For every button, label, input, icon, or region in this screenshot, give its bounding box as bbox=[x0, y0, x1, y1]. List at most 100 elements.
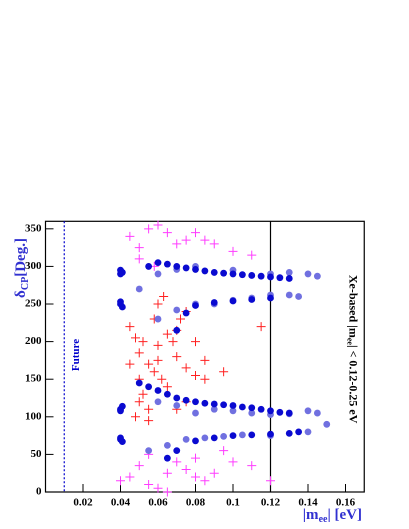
point bbox=[173, 402, 181, 409]
cross-point bbox=[153, 355, 163, 365]
point bbox=[313, 409, 321, 417]
cross-point bbox=[191, 472, 200, 482]
cross-point bbox=[228, 246, 238, 256]
cross-point bbox=[144, 404, 154, 414]
point bbox=[154, 387, 162, 394]
point bbox=[182, 309, 190, 317]
point bbox=[117, 407, 124, 415]
point bbox=[145, 383, 153, 391]
point bbox=[192, 302, 199, 309]
cross-point bbox=[200, 374, 210, 384]
cross-point bbox=[144, 479, 154, 489]
point bbox=[220, 432, 228, 440]
cross-point bbox=[191, 453, 200, 463]
point bbox=[267, 294, 274, 302]
cross-point bbox=[162, 228, 172, 238]
point bbox=[295, 293, 303, 300]
cross-point bbox=[162, 487, 172, 497]
point bbox=[210, 434, 218, 442]
x-tick-label: 0.14 bbox=[298, 497, 318, 509]
y-label-unit: [Deg.] bbox=[13, 238, 29, 277]
cross-point bbox=[125, 359, 135, 369]
cross-point bbox=[153, 483, 163, 493]
cross-point bbox=[125, 472, 135, 482]
point bbox=[182, 396, 190, 404]
cross-point bbox=[191, 228, 200, 238]
point bbox=[163, 454, 171, 462]
point bbox=[145, 263, 153, 270]
cross-point bbox=[134, 243, 144, 253]
cross-point bbox=[219, 367, 229, 377]
cross-point bbox=[162, 329, 172, 339]
y-tick-label: 300 bbox=[25, 260, 42, 272]
x-tick-label: 0.1 bbox=[226, 497, 240, 509]
point bbox=[118, 269, 126, 276]
cross-point bbox=[134, 348, 144, 358]
point bbox=[163, 390, 171, 398]
point bbox=[285, 269, 293, 276]
point bbox=[238, 431, 246, 439]
y-tick-label: 100 bbox=[25, 410, 42, 422]
cross-point bbox=[131, 412, 140, 422]
point bbox=[257, 405, 265, 413]
point bbox=[210, 299, 218, 306]
point bbox=[276, 274, 284, 282]
cross-point bbox=[172, 352, 182, 362]
cross-point bbox=[181, 464, 191, 474]
point bbox=[285, 429, 293, 437]
point bbox=[313, 272, 321, 280]
cross-point bbox=[176, 314, 185, 324]
cross-point bbox=[159, 291, 169, 301]
y-tick-label: 200 bbox=[25, 335, 42, 347]
cross-point bbox=[247, 250, 257, 260]
cross-point bbox=[134, 254, 144, 264]
cross-point bbox=[247, 461, 257, 471]
point bbox=[248, 296, 256, 303]
point bbox=[276, 408, 284, 416]
point bbox=[285, 275, 293, 282]
y-tick-label: 250 bbox=[25, 298, 42, 310]
point bbox=[238, 403, 246, 411]
point bbox=[173, 263, 181, 270]
x-label-unit: | [eV] bbox=[327, 507, 362, 523]
point bbox=[201, 267, 209, 275]
cross-point bbox=[134, 461, 144, 471]
point bbox=[154, 259, 162, 267]
cross-point bbox=[200, 476, 210, 486]
point bbox=[267, 407, 274, 415]
y-tick-label: 50 bbox=[31, 448, 43, 460]
point bbox=[182, 435, 190, 443]
point bbox=[210, 405, 218, 413]
x-axis-label: |mee| [eV] bbox=[303, 507, 362, 525]
cross-point bbox=[162, 468, 172, 478]
cross-point bbox=[181, 235, 191, 245]
x-label-prefix: |m bbox=[303, 507, 319, 523]
cross-point bbox=[138, 337, 148, 347]
point bbox=[295, 428, 303, 436]
point bbox=[267, 273, 274, 281]
cross-point bbox=[157, 374, 167, 384]
point bbox=[229, 402, 237, 409]
cross-point bbox=[219, 446, 229, 456]
point bbox=[145, 447, 153, 455]
point bbox=[163, 441, 171, 449]
cross-point bbox=[172, 457, 182, 467]
plot-frame bbox=[44, 220, 365, 493]
annotation-prefix: Xe-based |m bbox=[347, 275, 361, 338]
cross-point bbox=[138, 389, 148, 399]
point bbox=[220, 269, 228, 277]
annotation-subscript: ee bbox=[345, 338, 354, 346]
y-label-subscript: CP bbox=[20, 277, 31, 290]
point bbox=[210, 400, 218, 408]
point bbox=[173, 326, 181, 334]
point bbox=[201, 434, 209, 442]
cross-point bbox=[125, 322, 135, 332]
point bbox=[257, 272, 265, 280]
cross-point bbox=[144, 359, 154, 369]
y-label-symbol: δ bbox=[13, 290, 29, 298]
cross-point bbox=[144, 224, 154, 234]
x-tick-label: 0.08 bbox=[186, 497, 206, 509]
point bbox=[163, 260, 171, 268]
y-tick-label: 0 bbox=[36, 486, 42, 498]
